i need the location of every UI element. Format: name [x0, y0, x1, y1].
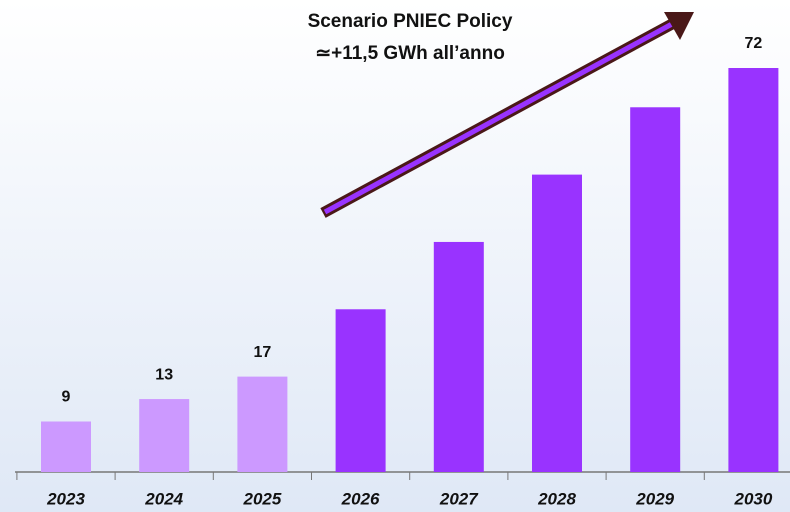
- x-tick-label: 2023: [46, 489, 85, 508]
- chart-subtitle: ≃+11,5 GWh all’anno: [315, 43, 505, 64]
- x-tick-label: 2029: [635, 489, 674, 508]
- bar: [728, 68, 779, 472]
- bar: [532, 174, 582, 472]
- bar: [139, 399, 190, 472]
- trend-arrow: [320, 12, 694, 218]
- bar: [433, 241, 484, 472]
- x-tick-label: 2026: [341, 489, 380, 508]
- bar: [237, 376, 288, 472]
- data-label: 13: [155, 366, 173, 383]
- data-label: 17: [254, 344, 272, 361]
- x-tick-label: 2025: [242, 489, 281, 508]
- bar: [41, 421, 91, 472]
- bar: [335, 309, 386, 472]
- x-tick-label: 2024: [144, 489, 183, 508]
- bar: [630, 107, 681, 473]
- data-label: 72: [745, 35, 763, 52]
- x-tick-label: 2028: [537, 489, 576, 508]
- data-label: 9: [62, 389, 71, 406]
- chart-title: Scenario PNIEC Policy: [308, 11, 513, 32]
- x-tick-label: 2027: [439, 489, 479, 508]
- x-tick-label: 2030: [733, 489, 772, 508]
